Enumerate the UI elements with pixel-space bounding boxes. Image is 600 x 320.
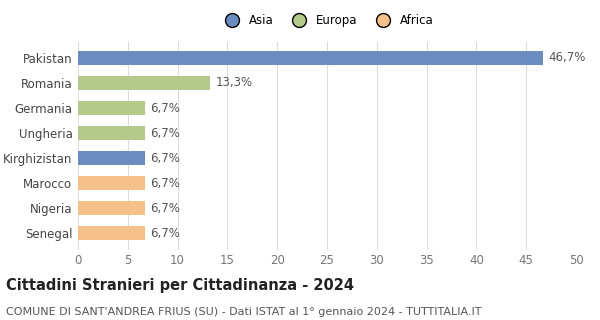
- Text: 13,3%: 13,3%: [215, 76, 253, 90]
- Text: 6,7%: 6,7%: [150, 177, 179, 190]
- Bar: [78, 176, 145, 190]
- Bar: [78, 226, 145, 240]
- Text: 6,7%: 6,7%: [150, 202, 179, 215]
- Legend: Asia, Europa, Africa: Asia, Europa, Africa: [215, 9, 439, 32]
- Text: Cittadini Stranieri per Cittadinanza - 2024: Cittadini Stranieri per Cittadinanza - 2…: [6, 278, 354, 293]
- Bar: [78, 101, 145, 115]
- Bar: [78, 76, 211, 90]
- Text: 6,7%: 6,7%: [150, 152, 179, 164]
- Bar: [78, 126, 145, 140]
- Text: 6,7%: 6,7%: [150, 127, 179, 140]
- Text: 6,7%: 6,7%: [150, 227, 179, 240]
- Text: 46,7%: 46,7%: [548, 52, 586, 64]
- Text: COMUNE DI SANT'ANDREA FRIUS (SU) - Dati ISTAT al 1° gennaio 2024 - TUTTITALIA.IT: COMUNE DI SANT'ANDREA FRIUS (SU) - Dati …: [6, 307, 482, 317]
- Bar: [78, 151, 145, 165]
- Bar: [78, 51, 543, 65]
- Text: 6,7%: 6,7%: [150, 101, 179, 115]
- Bar: [78, 201, 145, 215]
